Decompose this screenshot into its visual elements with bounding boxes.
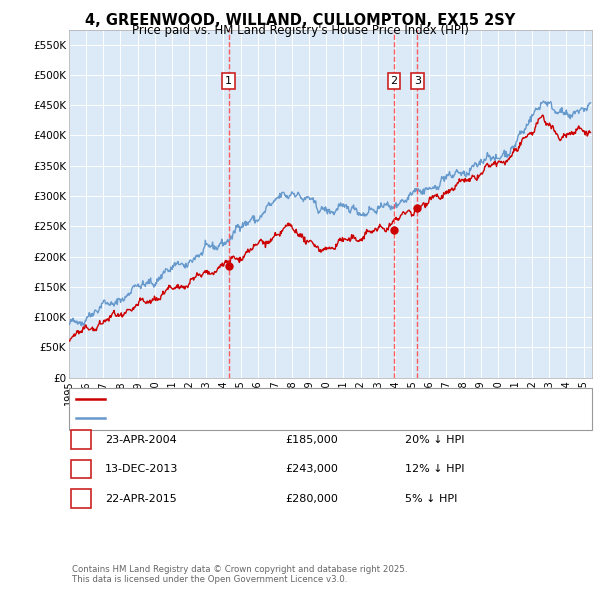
- Text: 20% ↓ HPI: 20% ↓ HPI: [405, 435, 464, 444]
- Text: 2: 2: [391, 76, 398, 86]
- Text: £280,000: £280,000: [285, 494, 338, 503]
- Text: 1: 1: [77, 435, 85, 444]
- Text: 3: 3: [414, 76, 421, 86]
- Text: 23-APR-2004: 23-APR-2004: [105, 435, 177, 444]
- Text: 2: 2: [77, 464, 85, 474]
- Text: £243,000: £243,000: [285, 464, 338, 474]
- Text: Contains HM Land Registry data © Crown copyright and database right 2025.
This d: Contains HM Land Registry data © Crown c…: [72, 565, 407, 584]
- Text: 4, GREENWOOD, WILLAND, CULLOMPTON, EX15 2SY: 4, GREENWOOD, WILLAND, CULLOMPTON, EX15 …: [85, 13, 515, 28]
- Text: 1: 1: [225, 76, 232, 86]
- Text: 22-APR-2015: 22-APR-2015: [105, 494, 177, 503]
- Text: Price paid vs. HM Land Registry's House Price Index (HPI): Price paid vs. HM Land Registry's House …: [131, 24, 469, 37]
- Text: 12% ↓ HPI: 12% ↓ HPI: [405, 464, 464, 474]
- Text: 13-DEC-2013: 13-DEC-2013: [105, 464, 178, 474]
- Text: 5% ↓ HPI: 5% ↓ HPI: [405, 494, 457, 503]
- Text: 4, GREENWOOD, WILLAND, CULLOMPTON, EX15 2SY (detached house): 4, GREENWOOD, WILLAND, CULLOMPTON, EX15 …: [111, 394, 479, 404]
- Text: HPI: Average price, detached house, Mid Devon: HPI: Average price, detached house, Mid …: [111, 414, 359, 424]
- Text: £185,000: £185,000: [285, 435, 338, 444]
- Text: 3: 3: [77, 494, 85, 503]
